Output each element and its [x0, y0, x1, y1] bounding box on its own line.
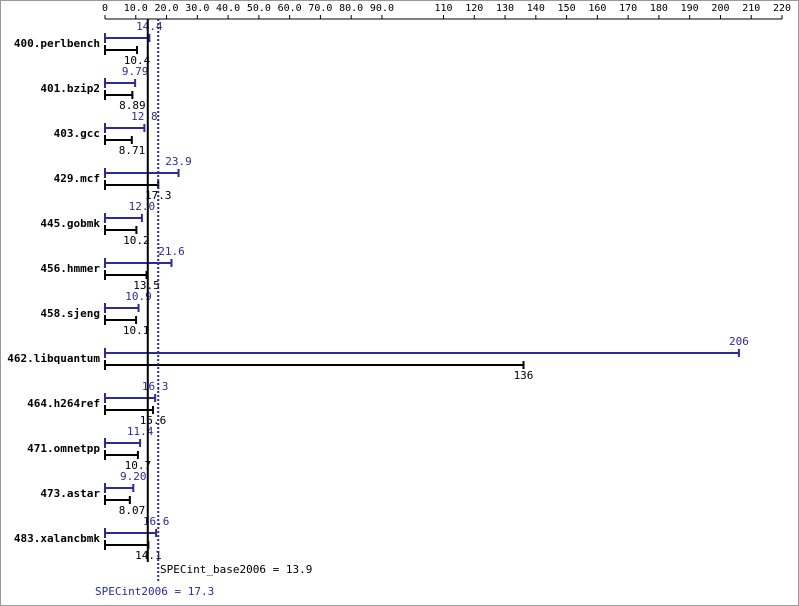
x-tick-label: 110 [434, 3, 452, 14]
bar [104, 33, 151, 43]
category-label: 456.hmmer [40, 262, 100, 275]
bar [104, 225, 138, 235]
x-tick-label: 220 [773, 3, 791, 14]
value-label: 10.9 [125, 290, 152, 303]
category-label: 473.astar [40, 487, 100, 500]
x-tick-label: 0 [102, 3, 108, 14]
value-label: 14.4 [136, 20, 163, 33]
value-label: 10.4 [124, 54, 151, 67]
bar [104, 270, 148, 280]
x-tick-label: 140 [527, 3, 545, 14]
value-label: 12.0 [129, 200, 156, 213]
x-tick-label: 120 [465, 3, 483, 14]
value-label: 136 [514, 369, 534, 382]
bar [104, 405, 155, 415]
x-tick-label: 200 [711, 3, 729, 14]
category-label: 471.omnetpp [27, 442, 100, 455]
x-tick-label: 70.0 [308, 3, 332, 14]
category-label: 464.h264ref [27, 397, 100, 410]
bar [104, 90, 134, 100]
bar [104, 348, 740, 358]
value-label: 16.3 [142, 380, 169, 393]
x-tick-label: 210 [742, 3, 760, 14]
bar [104, 315, 138, 325]
value-label: 21.6 [158, 245, 185, 258]
x-tick-label: 180 [650, 3, 668, 14]
x-tick-label: 20.0 [154, 3, 178, 14]
value-label: 10.1 [123, 324, 150, 337]
x-tick-label: 10.0 [124, 3, 148, 14]
value-label: 13.5 [133, 279, 160, 292]
reference-label: SPECint2006 = 17.3 [95, 585, 214, 598]
category-label: 403.gcc [54, 127, 100, 140]
value-label: 8.89 [119, 99, 146, 112]
x-tick-label: 80.0 [339, 3, 363, 14]
bar [104, 168, 180, 178]
bar [104, 360, 525, 370]
value-label: 10.2 [123, 234, 150, 247]
value-label: 11.4 [127, 425, 154, 438]
bar [104, 123, 146, 133]
value-label: 9.20 [120, 470, 147, 483]
value-label: 23.9 [165, 155, 192, 168]
category-label: 458.sjeng [40, 307, 100, 320]
value-label: 10.7 [125, 459, 152, 472]
x-tick-label: 30.0 [185, 3, 209, 14]
bar [104, 213, 143, 223]
bar [104, 78, 137, 88]
value-label: 12.8 [131, 110, 158, 123]
x-tick-label: 60.0 [278, 3, 302, 14]
bar [104, 258, 173, 268]
value-label: 8.07 [119, 504, 146, 517]
value-label: 15.6 [140, 414, 167, 427]
value-label: 8.71 [119, 144, 146, 157]
category-label: 400.perlbench [14, 37, 100, 50]
reference-label: SPECint_base2006 = 13.9 [160, 563, 312, 576]
x-tick-label: 190 [681, 3, 699, 14]
x-tick-label: 50.0 [247, 3, 271, 14]
x-tick-label: 160 [588, 3, 606, 14]
category-label: 401.bzip2 [40, 82, 100, 95]
value-label: 16.6 [143, 515, 170, 528]
bar [104, 303, 140, 313]
category-label: 445.gobmk [40, 217, 100, 230]
bar [104, 450, 139, 460]
x-tick-label: 150 [558, 3, 576, 14]
bar [104, 438, 142, 448]
category-label: 462.libquantum [7, 352, 100, 365]
value-label: 9.79 [122, 65, 149, 78]
x-tick-label: 90.0 [370, 3, 394, 14]
category-label: 429.mcf [54, 172, 100, 185]
bar [104, 135, 133, 145]
x-tick-label: 130 [496, 3, 514, 14]
x-tick-label: 170 [619, 3, 637, 14]
bar [104, 45, 139, 55]
value-label: 206 [729, 335, 749, 348]
category-label: 483.xalancbmk [14, 532, 100, 545]
bar [104, 495, 131, 505]
x-tick-label: 40.0 [216, 3, 240, 14]
bar [104, 483, 135, 493]
